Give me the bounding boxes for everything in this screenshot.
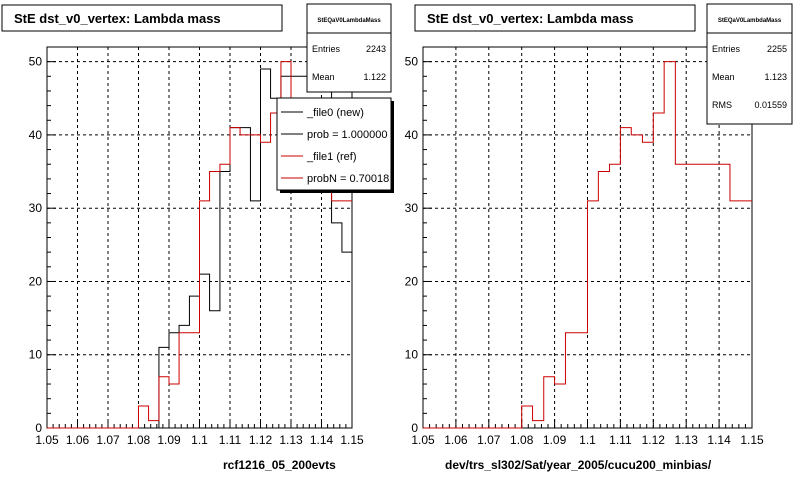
- stats-name: StEQaV0LambdaMass: [317, 18, 381, 24]
- y-tick-label: 50: [29, 55, 43, 69]
- x-tick-label: 1.05: [411, 433, 435, 447]
- x-tick-label: 1.1: [191, 433, 208, 447]
- stats-entries-label: Entries: [712, 44, 741, 54]
- chart-title: StE dst_v0_vertex: Lambda mass: [14, 11, 221, 26]
- stats-box: [306, 3, 392, 93]
- x-tick-label: 1.07: [96, 433, 120, 447]
- x-tick-label: 1.12: [642, 433, 666, 447]
- x-tick-label: 1.08: [510, 433, 534, 447]
- stats-entries-label: Entries: [312, 44, 341, 54]
- legend: _file0 (new) prob = 1.000000 _file1 (ref) p…: [276, 97, 394, 193]
- x-tick-label: 1.06: [444, 433, 468, 447]
- y-tick-label: 10: [405, 348, 419, 362]
- y-tick-label: 30: [29, 201, 43, 215]
- stats-rms-label: RMS: [712, 100, 732, 110]
- x-tick-label: 1.06: [66, 433, 90, 447]
- x-tick-label: 1.15: [340, 433, 364, 447]
- x-tick-label: 1.14: [310, 433, 334, 447]
- x-tick-label: 1.09: [543, 433, 567, 447]
- x-tick-label: 1.07: [477, 433, 501, 447]
- x-tick-label: 1.15: [740, 433, 764, 447]
- y-tick-label: 20: [29, 274, 43, 288]
- x-tick-label: 1.1: [579, 433, 596, 447]
- y-tick-label: 30: [405, 201, 419, 215]
- legend-label: probN = 0.70018: [307, 173, 389, 185]
- y-tick-label: 0: [411, 421, 418, 435]
- chart-panel-1: 1.05 1.06 1.07 1.08 1.09 1.1 1.11 1.12 1.13 1.14 1…: [1, 3, 394, 472]
- y-tick-label: 40: [405, 128, 419, 142]
- legend-box: [276, 97, 392, 191]
- histogram-series-1: [423, 61, 752, 429]
- legend-label: prob = 1.000000: [307, 129, 387, 141]
- x-axis-label: dev/trs_sl302/Sat/year_2005/cucu200_minb…: [445, 458, 712, 472]
- x-axis-label: rcf1216_05_200evts: [223, 458, 336, 472]
- stats-name: StEQaV0LambdaMass: [718, 18, 782, 24]
- x-tick-label: 1.09: [157, 433, 181, 447]
- x-tick-label: 1.12: [249, 433, 273, 447]
- x-tick-label: 1.11: [219, 433, 242, 447]
- x-tick-label: 1.11: [609, 433, 632, 447]
- stats-box: [706, 3, 793, 125]
- stats-mean-value: 1.123: [764, 72, 787, 82]
- stats-mean-label: Mean: [712, 72, 735, 82]
- y-tick-label: 10: [29, 348, 43, 362]
- y-tick-label: 0: [35, 421, 42, 435]
- x-tick-label: 1.05: [35, 433, 59, 447]
- legend-label: _file1 (ref): [306, 151, 357, 163]
- title-box: [414, 4, 696, 32]
- stats-mean-label: Mean: [312, 72, 335, 82]
- chart-panel-2: 1.05 1.06 1.07 1.08 1.09 1.1 1.11 1.12 1.13 1.14 1…: [405, 3, 793, 472]
- stats-entries-value: 2255: [767, 44, 787, 54]
- stats-mean-value: 1.122: [363, 72, 386, 82]
- x-tick-label: 1.13: [675, 433, 699, 447]
- y-tick-label: 20: [405, 274, 419, 288]
- stats-rms-value: 0.01559: [754, 100, 787, 110]
- x-tick-label: 1.08: [127, 433, 151, 447]
- stats-entries-value: 2243: [366, 44, 386, 54]
- x-tick-label: 1.13: [279, 433, 303, 447]
- y-tick-label: 50: [405, 55, 419, 69]
- y-tick-label: 40: [29, 128, 43, 142]
- x-tick-label: 1.14: [707, 433, 731, 447]
- chart-title: StE dst_v0_vertex: Lambda mass: [427, 11, 634, 26]
- legend-label: _file0 (new): [306, 107, 364, 119]
- title-box: [1, 4, 283, 32]
